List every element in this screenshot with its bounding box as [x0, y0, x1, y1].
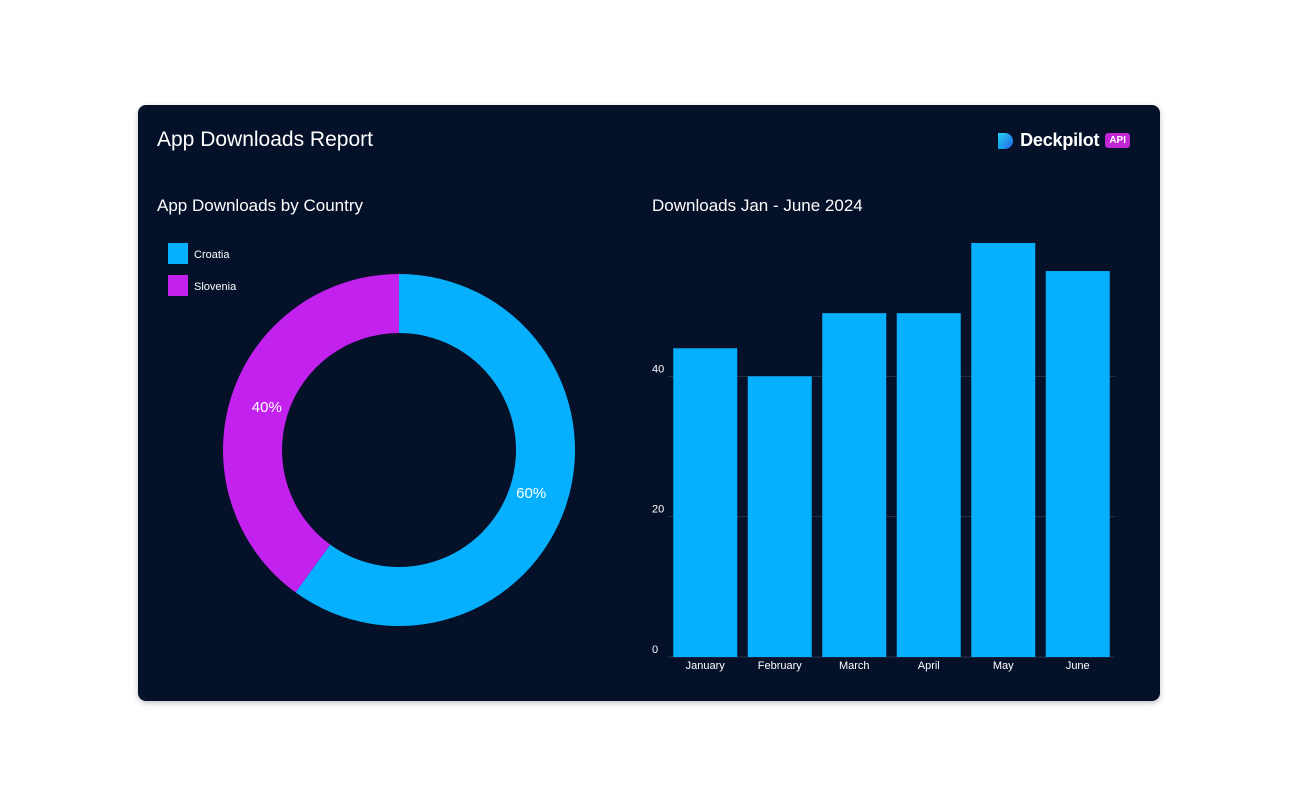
y-tick-label-20: 20 [652, 504, 664, 516]
deckpilot-logo-icon [998, 132, 1014, 149]
legend-swatch-slovenia [168, 275, 188, 296]
donut-slice-slovenia [222, 274, 399, 593]
brand-name: Deckpilot [1020, 130, 1100, 150]
x-tick-label-january: January [686, 660, 726, 672]
bar-march [822, 313, 887, 657]
x-tick-label-april: April [918, 660, 940, 672]
legend-swatch-croatia [168, 243, 188, 264]
x-tick-label-june: June [1066, 660, 1090, 672]
report-title: App Downloads Report [157, 128, 373, 151]
legend-label-croatia: Croatia [194, 249, 230, 261]
report-card: App Downloads Report Deckpilot API App D… [138, 105, 1160, 701]
brand-badge: API [1105, 133, 1130, 148]
x-tick-label-february: February [758, 660, 803, 672]
legend-label-slovenia: Slovenia [194, 281, 237, 293]
y-tick-label-40: 40 [652, 363, 664, 375]
y-tick-label-0: 0 [652, 644, 658, 656]
charts-canvas: 60% 40% Croatia Slovenia 0 20 40 January Februar… [168, 243, 1115, 672]
brand-logo: Deckpilot API [996, 130, 1130, 151]
x-tick-label-march: March [839, 660, 870, 672]
bar-may [971, 243, 1036, 657]
bar-february [747, 376, 812, 657]
bar-january [673, 348, 738, 657]
donut-chart-title: App Downloads by Country [157, 196, 364, 215]
donut-slice-croatia [295, 274, 575, 626]
bar-june [1045, 271, 1110, 657]
donut-data-label-slovenia: 40% [252, 399, 282, 416]
bar-chart-title: Downloads Jan - June 2024 [652, 196, 863, 215]
x-tick-label-may: May [993, 660, 1014, 672]
donut-data-label-croatia: 60% [516, 485, 546, 502]
bar-april [896, 313, 961, 657]
